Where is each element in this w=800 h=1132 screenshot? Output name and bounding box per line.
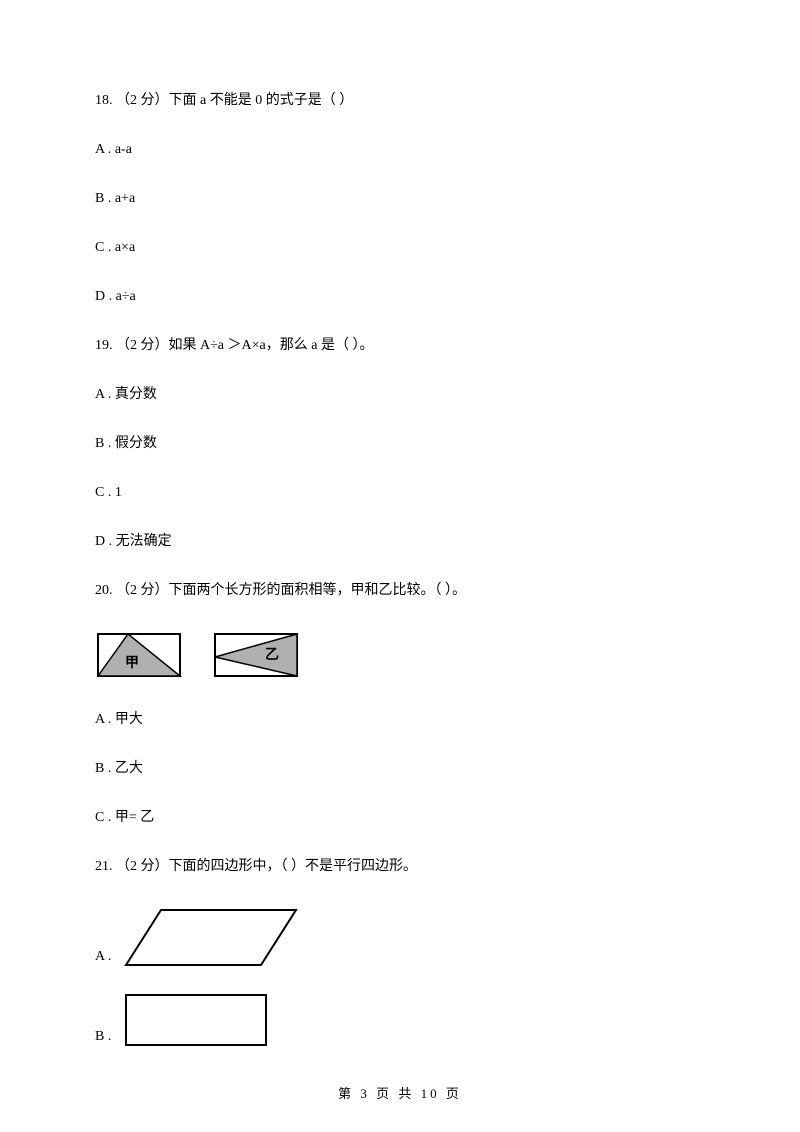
question-20: 20. （2 分）下面两个长方形的面积相等，甲和乙比较。（ ）。: [95, 580, 705, 601]
q21-shape-a: [121, 905, 306, 970]
q19-option-d: D . 无法确定: [95, 531, 705, 552]
q18-option-c: C . a×a: [95, 237, 705, 258]
q18-option-b: B . a+a: [95, 188, 705, 209]
q19-option-a: A . 真分数: [95, 384, 705, 405]
q18-option-d: D . a÷a: [95, 286, 705, 307]
q20-option-a: A . 甲大: [95, 709, 705, 730]
q21-option-b: B .: [95, 990, 705, 1050]
q19-option-c: C . 1: [95, 482, 705, 503]
q20-option-c: C . 甲= 乙: [95, 807, 705, 828]
q20-tri1: [98, 634, 180, 676]
q21-option-a: A .: [95, 905, 705, 970]
q20-option-b: B . 乙大: [95, 758, 705, 779]
question-21: 21. （2 分）下面的四边形中，（ ）不是平行四边形。: [95, 856, 705, 877]
q20-label2: 乙: [265, 647, 279, 663]
q20-tri2: [215, 634, 297, 676]
q21-option-a-label: A .: [95, 949, 111, 970]
q20-label1: 甲: [125, 655, 139, 671]
q20-figure: 甲 乙: [95, 629, 705, 689]
q21-shape-b: [121, 990, 276, 1050]
question-18: 18. （2 分）下面 a 不能是 0 的式子是（ ）: [95, 90, 705, 111]
q21-option-b-label: B .: [95, 1029, 111, 1050]
page-footer: 第 3 页 共 10 页: [0, 1083, 800, 1102]
q18-option-a: A . a-a: [95, 139, 705, 160]
q19-option-b: B . 假分数: [95, 433, 705, 454]
question-19: 19. （2 分）如果 A÷a ＞A×a，那么 a 是（ ）。: [95, 335, 705, 356]
